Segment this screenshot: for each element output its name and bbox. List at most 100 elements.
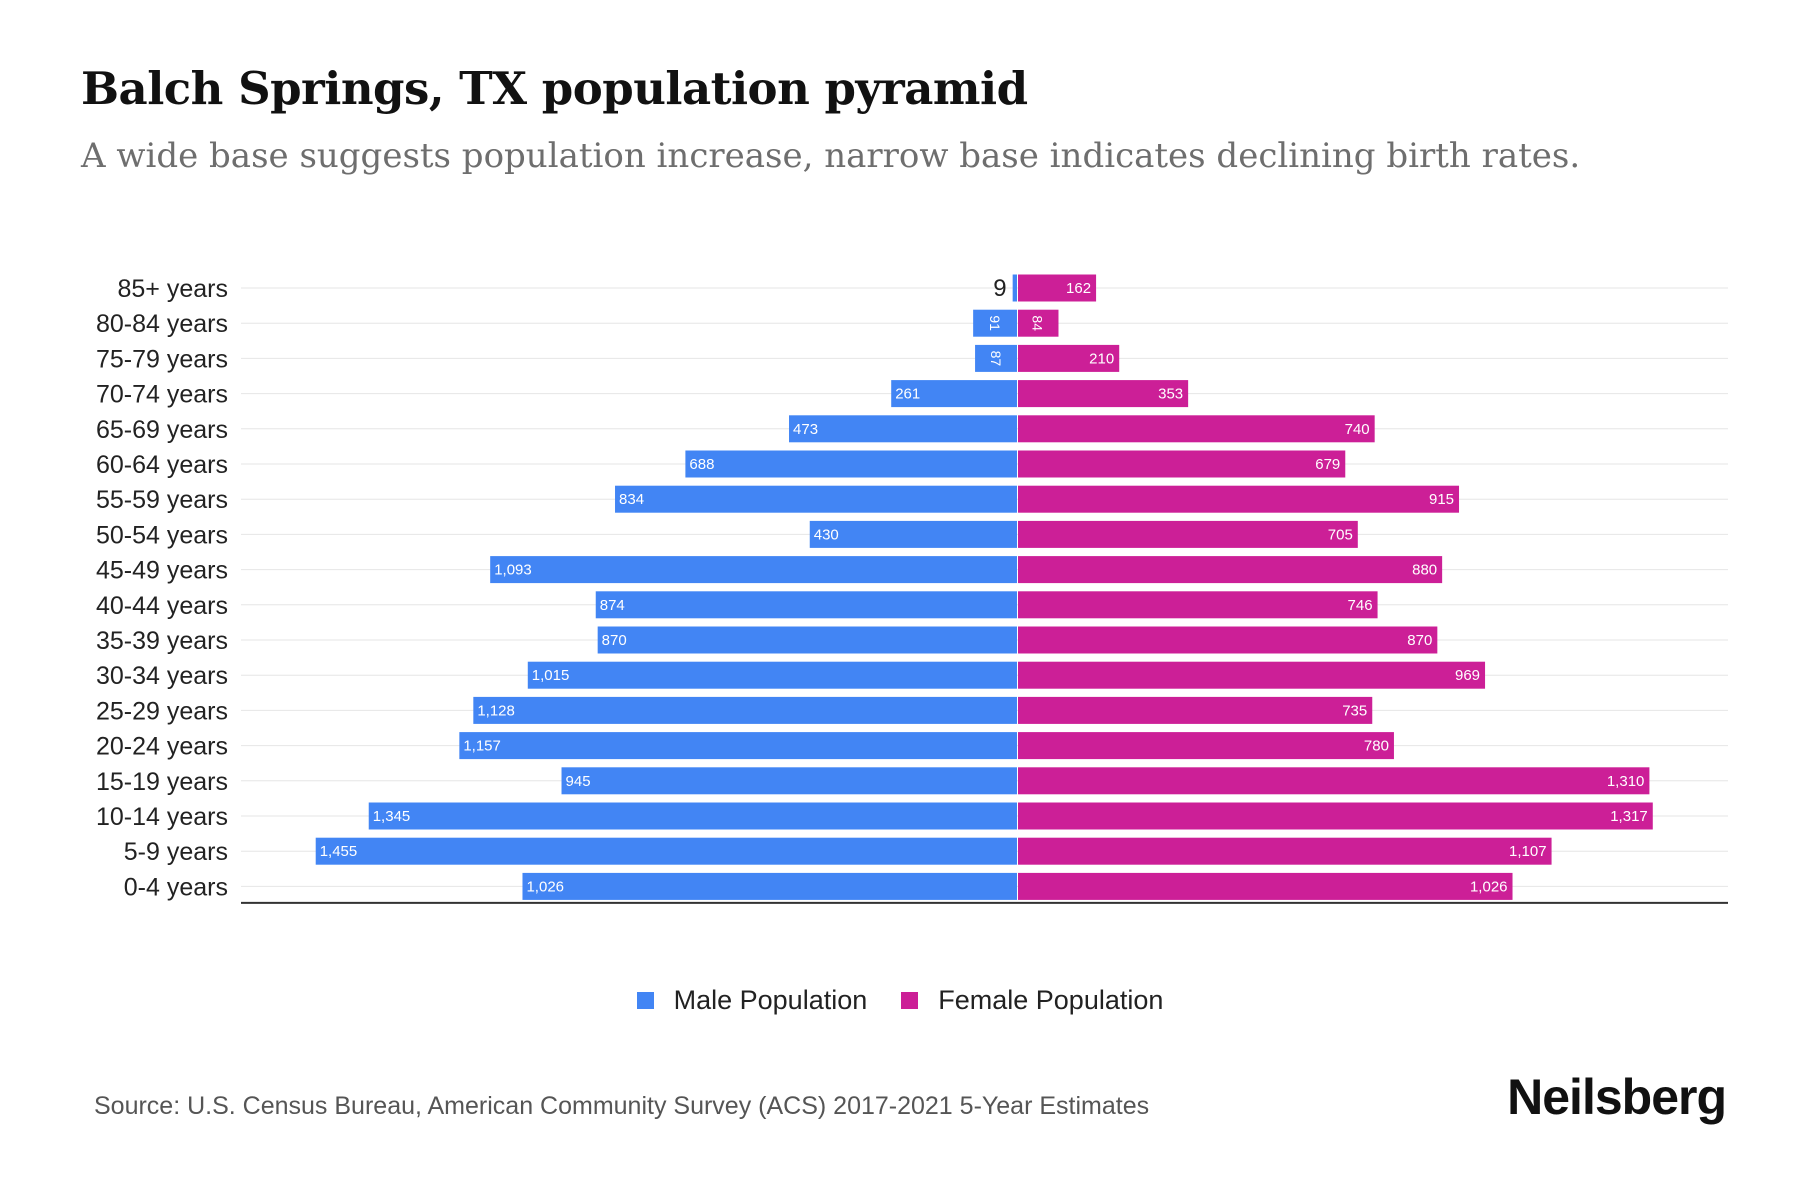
y-tick-label: 25-29 years xyxy=(96,697,228,725)
chart-subtitle: A wide base suggests population increase… xyxy=(81,136,1581,176)
male-value-label: 1,157 xyxy=(463,738,501,755)
male-value-label: 1,455 xyxy=(320,843,358,860)
female-value-label: 880 xyxy=(1412,562,1437,579)
male-value-label: 473 xyxy=(793,421,818,438)
female-bar xyxy=(1018,696,1373,724)
male-value-label: 430 xyxy=(814,526,839,543)
male-value-label: 1,345 xyxy=(373,808,411,825)
brand-logo: Neilsberg xyxy=(1507,1069,1727,1125)
male-bar xyxy=(685,450,1017,478)
legend-label-male: Male Population xyxy=(673,985,868,1015)
male-bar xyxy=(522,872,1017,900)
female-value-label: 870 xyxy=(1407,632,1432,649)
male-bar xyxy=(615,485,1017,513)
female-bar xyxy=(1018,626,1438,654)
female-value-label: 915 xyxy=(1429,491,1454,508)
legend: Male Population Female Population xyxy=(0,985,1800,1016)
y-tick-label: 80-84 years xyxy=(96,310,228,338)
female-bar xyxy=(1018,450,1346,478)
legend-label-female: Female Population xyxy=(938,985,1164,1015)
male-bar xyxy=(597,626,1017,654)
female-value-label: 210 xyxy=(1089,350,1114,367)
male-bar xyxy=(315,837,1017,865)
male-bar xyxy=(809,520,1017,548)
male-bar xyxy=(459,732,1018,760)
female-value-label: 1,317 xyxy=(1610,808,1648,825)
y-tick-label: 70-74 years xyxy=(96,381,228,409)
male-bar xyxy=(490,556,1017,584)
male-value-label: 870 xyxy=(602,632,627,649)
y-tick-label: 40-44 years xyxy=(96,592,228,620)
male-bar xyxy=(561,767,1017,795)
female-bar xyxy=(1018,309,1059,337)
female-bar xyxy=(1018,520,1358,548)
male-value-label: 874 xyxy=(600,597,625,614)
y-tick-label: 0-4 years xyxy=(124,873,228,901)
y-tick-label: 65-69 years xyxy=(96,416,228,444)
female-value-label: 84 xyxy=(1029,315,1045,331)
male-value-label: 87 xyxy=(988,351,1004,367)
female-bar xyxy=(1018,344,1120,372)
female-value-label: 740 xyxy=(1345,421,1370,438)
male-bar xyxy=(368,802,1018,830)
female-value-label: 1,310 xyxy=(1607,773,1645,790)
y-tick-label: 20-24 years xyxy=(96,733,228,761)
male-value-label: 91 xyxy=(987,315,1003,331)
female-value-label: 746 xyxy=(1348,597,1373,614)
pyramid-chart: 85+ years 80-84 years 75-79 years 70-74 yea… xyxy=(96,274,1728,904)
female-value-label: 780 xyxy=(1364,738,1389,755)
male-bar xyxy=(891,380,1017,408)
y-tick-label: 75-79 years xyxy=(96,345,228,373)
female-value-label: 162 xyxy=(1066,280,1091,297)
y-tick-label: 45-49 years xyxy=(96,557,228,585)
male-value-label: 1,015 xyxy=(532,667,570,684)
legend-swatch-male xyxy=(636,992,654,1009)
chart-title: Balch Springs, TX population pyramid xyxy=(81,62,1028,115)
female-value-label: 705 xyxy=(1328,526,1353,543)
male-bar xyxy=(789,415,1017,443)
male-value-label: 834 xyxy=(619,491,644,508)
female-value-label: 679 xyxy=(1315,456,1340,473)
female-bar xyxy=(1018,661,1486,689)
female-bar xyxy=(1018,556,1443,584)
female-bar xyxy=(1018,872,1513,900)
y-tick-label: 50-54 years xyxy=(96,521,228,549)
female-bar xyxy=(1018,767,1650,795)
male-value-label: 1,093 xyxy=(494,562,532,579)
y-tick-label: 30-34 years xyxy=(96,662,228,690)
y-tick-label: 35-39 years xyxy=(96,627,228,655)
female-bar xyxy=(1018,591,1378,619)
male-value-label: 945 xyxy=(566,773,591,790)
male-value-label: 261 xyxy=(895,386,920,403)
y-tick-label: 15-19 years xyxy=(96,768,228,796)
female-value-label: 969 xyxy=(1455,667,1480,684)
y-tick-label: 60-64 years xyxy=(96,451,228,479)
legend-swatch-female xyxy=(901,992,919,1009)
male-bar xyxy=(973,309,1017,337)
male-value-label: 1,128 xyxy=(477,702,515,719)
female-bar xyxy=(1018,732,1394,760)
male-bar xyxy=(595,591,1017,619)
female-bar xyxy=(1018,837,1552,865)
female-value-label: 735 xyxy=(1342,702,1367,719)
female-value-label: 353 xyxy=(1158,386,1183,403)
male-value-label: 9 xyxy=(993,275,1006,302)
female-bar xyxy=(1018,380,1189,408)
male-value-label: 688 xyxy=(689,456,714,473)
legend-item-female[interactable]: Female Population xyxy=(901,985,1163,1016)
y-tick-label: 5-9 years xyxy=(124,838,228,866)
source-note: Source: U.S. Census Bureau, American Com… xyxy=(94,1092,1150,1120)
legend-item-male[interactable]: Male Population xyxy=(636,985,868,1016)
female-value-label: 1,107 xyxy=(1509,843,1547,860)
y-tick-label: 55-59 years xyxy=(96,486,228,514)
male-value-label: 1,026 xyxy=(526,878,564,895)
y-tick-label: 85+ years xyxy=(118,275,229,303)
male-bar xyxy=(975,344,1017,372)
y-tick-label: 10-14 years xyxy=(96,803,228,831)
female-bar xyxy=(1018,415,1375,443)
female-value-label: 1,026 xyxy=(1470,878,1508,895)
male-bar xyxy=(527,661,1017,689)
female-bar xyxy=(1018,274,1097,302)
female-bar xyxy=(1018,802,1653,830)
male-bar xyxy=(473,696,1018,724)
